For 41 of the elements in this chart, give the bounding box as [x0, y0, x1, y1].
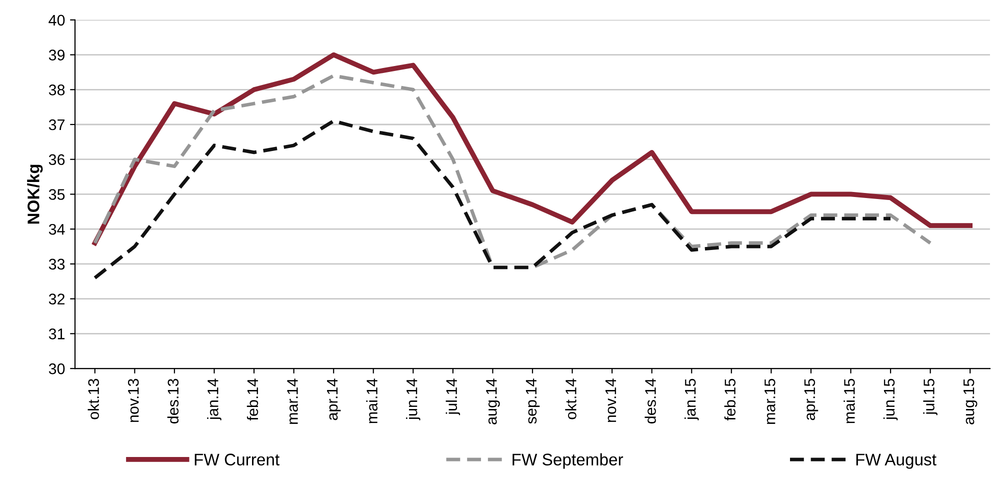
legend-label: FW August	[856, 454, 936, 469]
x-tick-label: okt.13	[88, 378, 99, 420]
y-tick-label: 34	[48, 224, 65, 235]
x-tick-label: des.14	[644, 378, 656, 424]
y-tick-label: 31	[48, 328, 65, 340]
x-tick-label: mar.14	[287, 378, 298, 424]
x-tick-label: feb.14	[246, 378, 258, 420]
x-tick-label: jun.15	[883, 378, 898, 420]
x-tick-label: sep.14	[526, 378, 540, 424]
x-tick-label: jul.15	[923, 378, 938, 416]
y-tick-label: 30	[48, 363, 65, 374]
x-tick-label: mai.15	[844, 378, 855, 424]
x-tick-label: des.13	[167, 378, 179, 424]
y-tick-label: 33	[48, 258, 65, 270]
x-tick-label: apr.15	[804, 378, 818, 420]
y-axis-title: NOK/kg	[27, 164, 43, 224]
x-tick-label: jan.15	[684, 378, 699, 420]
x-tick-label: apr.14	[327, 378, 341, 420]
x-tick-label: mai.14	[366, 378, 378, 424]
y-tick-label: 40	[48, 14, 65, 26]
x-tick-label: feb.15	[724, 378, 736, 420]
legend-label: FW Current	[194, 454, 280, 466]
x-tick-label: mar.15	[764, 378, 776, 424]
y-tick-label: 32	[48, 294, 65, 304]
line-series	[92, 52, 973, 246]
x-tick-label: jun.14	[406, 378, 420, 420]
line-series	[93, 119, 892, 280]
legend-label: FW September	[512, 453, 624, 469]
line-series	[93, 74, 932, 270]
y-tick-label: 35	[48, 189, 65, 200]
y-tick-label: 36	[48, 154, 65, 166]
y-tick-label: 38	[48, 84, 65, 96]
x-tick-label: nov.14	[606, 378, 616, 422]
y-tick-label: 39	[48, 50, 65, 60]
x-tick-label: okt.14	[565, 378, 576, 420]
x-tick-label: aug.15	[964, 378, 978, 424]
x-tick-label: nov.13	[128, 378, 139, 422]
x-tick-label: aug.14	[486, 378, 500, 424]
y-tick-label: 37	[48, 119, 65, 130]
x-tick-label: jan.14	[207, 378, 222, 420]
x-tick-label: jul.14	[446, 378, 460, 416]
